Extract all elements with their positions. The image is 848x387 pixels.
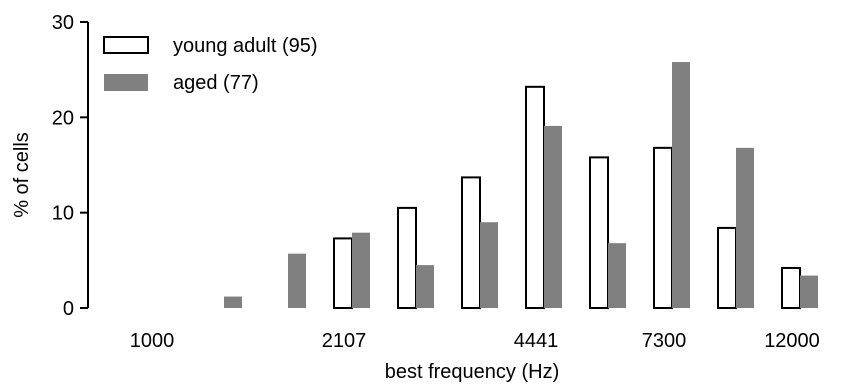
bar-young-adult [461,176,481,309]
y-tick-label: 0 [63,298,74,320]
legend-swatch-aged [104,74,148,91]
bar-young-adult [333,237,353,309]
x-tick-label: 4441 [514,330,559,352]
bar-aged [800,275,818,308]
bar-aged [352,232,370,308]
bar-young-adult [589,156,609,309]
axes: % of cells best frequency (Hz) [11,22,559,383]
x-tick-label: 7300 [642,330,687,352]
legend: young adult (95) aged (77) [103,35,318,94]
bar-young-adult [717,226,737,309]
legend-label-young-adult: young adult (95) [173,35,318,57]
bars [224,62,818,310]
bar-aged [672,62,690,308]
y-ticks: 0 10 20 30 [52,12,88,320]
y-axis-label: % of cells [11,132,33,218]
x-tick-label: 1000 [130,330,175,352]
bar-young-adult [781,266,801,309]
bar-aged [608,243,626,308]
y-tick-label: 10 [52,203,74,225]
bar-aged [288,253,306,308]
legend-label-aged: aged (77) [173,72,259,94]
bar-young-adult [653,146,673,309]
x-tick-label: 12000 [764,330,820,352]
y-tick-label: 30 [52,12,74,34]
bar-aged [544,125,562,308]
y-tick-label: 20 [52,107,74,129]
legend-swatch-young-adult [103,36,149,54]
bar-young-adult [525,85,545,310]
bar-aged [736,147,754,308]
bar-young-adult [397,206,417,309]
x-axis-label: best frequency (Hz) [385,361,560,383]
bar-aged [480,222,498,308]
bar-aged [224,296,242,308]
x-tick-label: 2107 [322,330,367,352]
x-ticks: 1000 2107 4441 7300 12000 [130,330,820,352]
bar-aged [416,265,434,308]
